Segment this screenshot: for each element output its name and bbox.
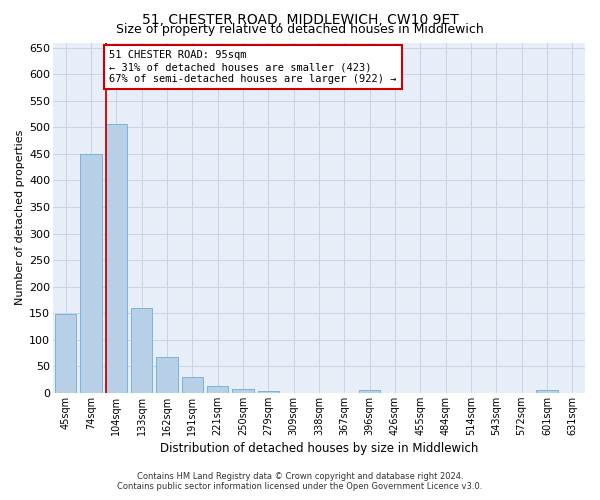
Bar [106,124,127,393]
Bar [131,308,152,393]
Text: Contains HM Land Registry data © Crown copyright and database right 2024.
Contai: Contains HM Land Registry data © Crown c… [118,472,482,491]
Bar [359,390,380,393]
Bar [156,356,178,393]
Bar [257,390,279,393]
Bar [232,388,254,393]
Bar [536,390,558,393]
Text: 51 CHESTER ROAD: 95sqm
← 31% of detached houses are smaller (423)
67% of semi-de: 51 CHESTER ROAD: 95sqm ← 31% of detached… [109,50,397,84]
Bar [55,314,76,393]
Y-axis label: Number of detached properties: Number of detached properties [15,130,25,306]
X-axis label: Distribution of detached houses by size in Middlewich: Distribution of detached houses by size … [160,442,478,455]
Bar [207,386,229,393]
Bar [182,377,203,393]
Text: 51, CHESTER ROAD, MIDDLEWICH, CW10 9ET: 51, CHESTER ROAD, MIDDLEWICH, CW10 9ET [142,12,458,26]
Text: Size of property relative to detached houses in Middlewich: Size of property relative to detached ho… [116,22,484,36]
Bar [80,154,102,393]
